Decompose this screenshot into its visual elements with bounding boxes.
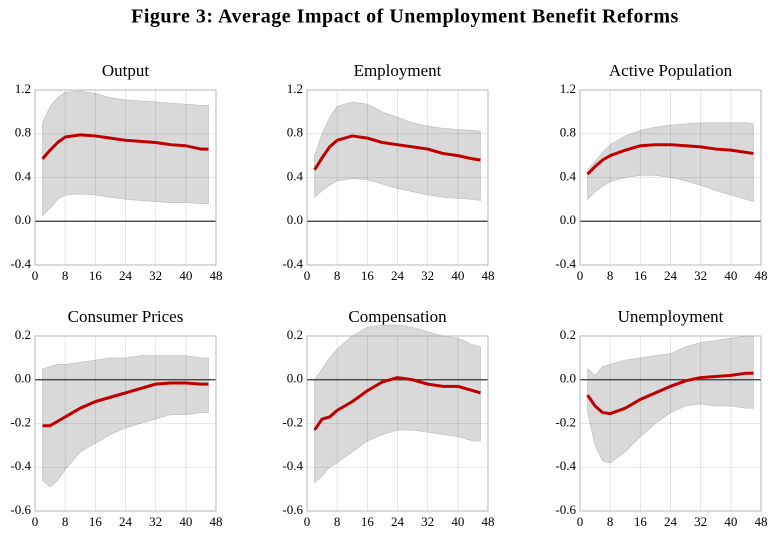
y-tick-label: -0.4 <box>555 256 576 271</box>
y-tick-label: 0.2 <box>15 327 31 342</box>
y-tick-label: 0.8 <box>560 125 576 140</box>
y-tick-label: -0.4 <box>282 458 303 473</box>
x-tick-label: 0 <box>304 514 311 529</box>
x-tick-label: 48 <box>210 514 223 529</box>
y-tick-label: -0.6 <box>555 502 576 517</box>
line <box>42 381 209 428</box>
x-tick-label: 0 <box>32 514 39 529</box>
figure-title: Figure 3: Average Impact of Unemployment… <box>131 6 679 28</box>
panel-title: Employment <box>354 61 442 80</box>
x-tick-label: 32 <box>694 268 707 283</box>
y-tick-label: 0.0 <box>15 212 31 227</box>
x-tick-label: 40 <box>179 268 192 283</box>
x-tick-label: 32 <box>149 268 162 283</box>
x-tick-label: 0 <box>304 268 311 283</box>
x-tick-label: 8 <box>334 514 341 529</box>
x-tick-label: 16 <box>89 514 103 529</box>
x-tick-label: 0 <box>32 268 39 283</box>
x-tick-label: 16 <box>634 514 648 529</box>
x-tick-label: 24 <box>664 514 678 529</box>
y-tick-label: -0.2 <box>555 414 576 429</box>
x-tick-label: 40 <box>179 514 192 529</box>
x-tick-label: 24 <box>119 514 133 529</box>
x-tick-label: 8 <box>334 268 341 283</box>
panel-title: Active Population <box>609 61 733 80</box>
confidence-band <box>42 90 209 217</box>
y-tick-label: -0.4 <box>555 458 576 473</box>
y-tick-label: 1.2 <box>560 81 576 96</box>
confidence-band <box>587 122 754 202</box>
y-tick-label: 0.0 <box>287 371 303 386</box>
confidence-band <box>587 335 754 464</box>
x-tick-label: 32 <box>421 268 434 283</box>
x-tick-label: 16 <box>361 268 375 283</box>
y-tick-label: 1.2 <box>15 81 31 96</box>
y-tick-label: -0.4 <box>10 256 31 271</box>
x-tick-label: 16 <box>89 268 103 283</box>
x-tick-label: 48 <box>755 514 768 529</box>
y-tick-label: 1.2 <box>287 81 303 96</box>
confidence-band <box>314 101 481 201</box>
x-tick-label: 48 <box>755 268 768 283</box>
y-tick-label: -0.4 <box>282 256 303 271</box>
y-tick-label: -0.2 <box>282 414 303 429</box>
x-tick-label: 16 <box>361 514 375 529</box>
x-tick-label: 8 <box>62 514 69 529</box>
x-tick-label: 40 <box>724 268 737 283</box>
panel-title: Output <box>102 61 150 80</box>
x-tick-label: 0 <box>577 514 584 529</box>
x-tick-label: 0 <box>577 268 584 283</box>
y-tick-label: 0.0 <box>15 371 31 386</box>
y-tick-label: 0.4 <box>15 168 32 183</box>
y-tick-label: -0.6 <box>10 502 31 517</box>
x-tick-label: 24 <box>119 268 133 283</box>
x-tick-label: 48 <box>482 268 495 283</box>
y-tick-label: -0.6 <box>282 502 303 517</box>
x-tick-label: 16 <box>634 268 648 283</box>
panel-title: Consumer Prices <box>68 307 184 326</box>
panel-title: Unemployment <box>618 307 724 326</box>
y-tick-label: 0.4 <box>560 168 577 183</box>
x-tick-label: 40 <box>451 268 464 283</box>
plot-frame <box>34 335 217 512</box>
x-tick-label: 40 <box>724 514 737 529</box>
x-tick-label: 24 <box>391 268 405 283</box>
line <box>313 134 481 171</box>
line <box>41 133 209 160</box>
line <box>586 143 754 176</box>
x-tick-label: 48 <box>210 268 223 283</box>
plot-frame <box>306 335 489 512</box>
x-tick-label: 32 <box>421 514 434 529</box>
y-tick-label: 0.2 <box>560 327 576 342</box>
x-tick-label: 32 <box>694 514 707 529</box>
plot-frame <box>34 89 217 266</box>
plot-frame <box>579 335 762 512</box>
line <box>313 376 481 431</box>
y-tick-label: -0.2 <box>10 414 31 429</box>
x-tick-label: 32 <box>149 514 162 529</box>
y-tick-label: 0.8 <box>15 125 31 140</box>
y-tick-label: 0.2 <box>287 327 303 342</box>
y-tick-label: 0.0 <box>287 212 303 227</box>
confidence-band <box>42 355 209 488</box>
x-tick-label: 8 <box>62 268 69 283</box>
plot-frame <box>579 89 762 266</box>
x-tick-label: 40 <box>451 514 464 529</box>
x-tick-label: 8 <box>607 514 614 529</box>
confidence-band <box>314 324 481 484</box>
x-tick-label: 8 <box>607 268 614 283</box>
y-tick-label: 0.4 <box>287 168 304 183</box>
y-tick-label: 0.8 <box>287 125 303 140</box>
plot-frame <box>306 89 489 266</box>
y-tick-label: 0.0 <box>560 212 576 227</box>
y-tick-label: -0.4 <box>10 458 31 473</box>
x-tick-label: 48 <box>482 514 495 529</box>
x-tick-label: 24 <box>664 268 678 283</box>
x-tick-label: 24 <box>391 514 405 529</box>
panel-title: Compensation <box>348 307 447 326</box>
line <box>586 371 754 416</box>
y-tick-label: 0.0 <box>560 371 576 386</box>
